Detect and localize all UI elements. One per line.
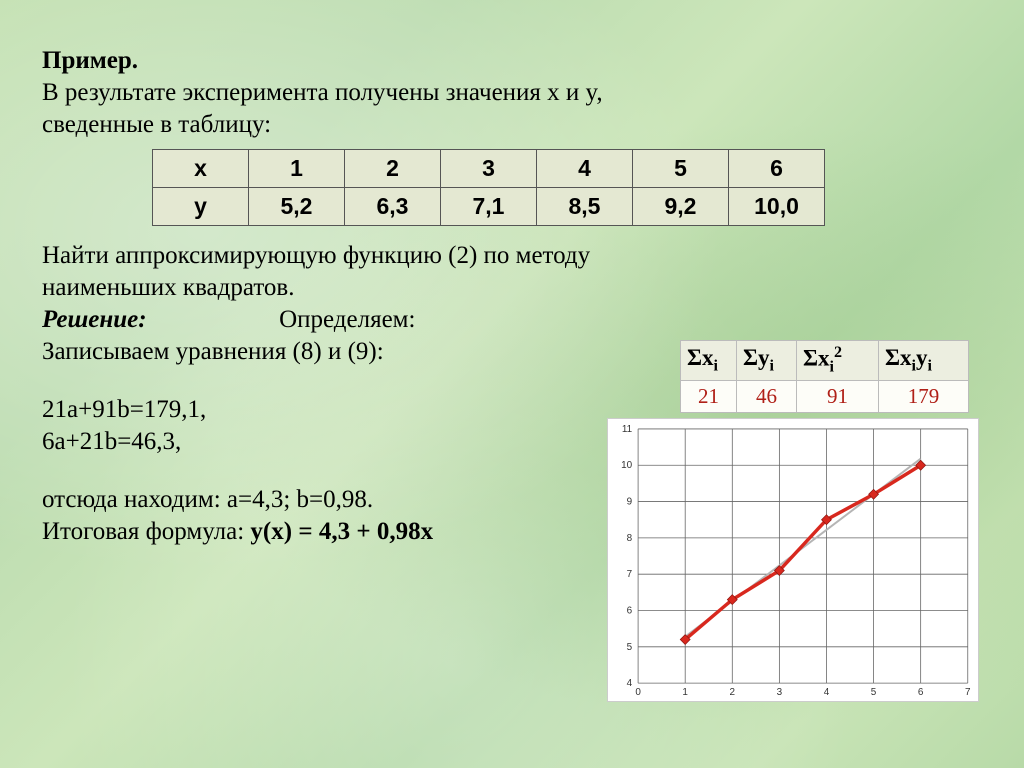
cell: 5 bbox=[633, 150, 729, 188]
cell: 5,2 bbox=[249, 188, 345, 226]
solution-label: Решение: bbox=[42, 306, 147, 333]
table-row: Σxi Σyi Σxi2 Σxiyi bbox=[681, 341, 969, 381]
cell: 9,2 bbox=[633, 188, 729, 226]
svg-text:1: 1 bbox=[682, 687, 688, 698]
final-formula: Итоговая формула: y(x) = 4,3 + 0,98x bbox=[42, 516, 602, 548]
cell: 7,1 bbox=[441, 188, 537, 226]
svg-text:3: 3 bbox=[777, 687, 783, 698]
cell: 8,5 bbox=[537, 188, 633, 226]
row-label-x: x bbox=[153, 150, 249, 188]
svg-text:11: 11 bbox=[622, 424, 633, 435]
intro-line2: сведенные в таблицу: bbox=[42, 109, 982, 141]
cell: 10,0 bbox=[729, 188, 825, 226]
result-line: отсюда находим: a=4,3; b=0,98. bbox=[42, 484, 602, 516]
svg-text:7: 7 bbox=[627, 569, 633, 580]
svg-text:6: 6 bbox=[627, 605, 633, 616]
cell: 6 bbox=[729, 150, 825, 188]
sum-header: Σxiyi bbox=[879, 341, 969, 381]
svg-text:4: 4 bbox=[627, 678, 633, 689]
table-row: y 5,2 6,3 7,1 8,5 9,2 10,0 bbox=[153, 188, 825, 226]
sum-header: Σyi bbox=[737, 341, 797, 381]
svg-text:6: 6 bbox=[918, 687, 924, 698]
cell: 4 bbox=[537, 150, 633, 188]
regression-chart: 4 5 6 7 8 9 10 11 0 1 2 3 4 5 6 7 bbox=[607, 418, 979, 702]
table-row: x 1 2 3 4 5 6 bbox=[153, 150, 825, 188]
svg-text:5: 5 bbox=[871, 687, 877, 698]
svg-text:7: 7 bbox=[965, 687, 971, 698]
svg-text:4: 4 bbox=[824, 687, 830, 698]
row-label-y: y bbox=[153, 188, 249, 226]
sum-header: Σxi bbox=[681, 341, 737, 381]
chart-svg: 4 5 6 7 8 9 10 11 0 1 2 3 4 5 6 7 bbox=[608, 419, 978, 701]
example-heading: Пример. bbox=[42, 47, 138, 74]
svg-text:9: 9 bbox=[627, 497, 633, 508]
sum-value: 46 bbox=[737, 380, 797, 412]
sum-value: 21 bbox=[681, 380, 737, 412]
svg-text:8: 8 bbox=[627, 533, 633, 544]
equation-1: 21a+91b=179,1, bbox=[42, 394, 602, 426]
equations-intro: Записываем уравнения (8) и (9): bbox=[42, 336, 602, 368]
sum-header: Σxi2 bbox=[797, 341, 879, 381]
task-line1: Найти аппроксимирующую функцию (2) по ме… bbox=[42, 240, 982, 272]
sum-value: 179 bbox=[879, 380, 969, 412]
intro-line1: В результате эксперимента получены значе… bbox=[42, 77, 982, 109]
svg-text:10: 10 bbox=[621, 460, 633, 471]
equation-2: 6a+21b=46,3, bbox=[42, 426, 602, 458]
cell: 1 bbox=[249, 150, 345, 188]
task-line2: наименьших квадратов. bbox=[42, 272, 982, 304]
determine-text: Определяем: bbox=[279, 306, 415, 333]
xy-data-table: x 1 2 3 4 5 6 y 5,2 6,3 7,1 8,5 9,2 10,0 bbox=[152, 149, 825, 226]
final-formula-prefix: Итоговая формула: bbox=[42, 518, 250, 545]
sums-table: Σxi Σyi Σxi2 Σxiyi 21 46 91 179 bbox=[680, 340, 969, 413]
cell: 6,3 bbox=[345, 188, 441, 226]
sum-value: 91 bbox=[797, 380, 879, 412]
table-row: 21 46 91 179 bbox=[681, 380, 969, 412]
svg-text:0: 0 bbox=[635, 687, 641, 698]
cell: 2 bbox=[345, 150, 441, 188]
svg-text:2: 2 bbox=[730, 687, 736, 698]
final-formula-value: y(x) = 4,3 + 0,98x bbox=[250, 518, 433, 545]
svg-text:5: 5 bbox=[627, 642, 633, 653]
cell: 3 bbox=[441, 150, 537, 188]
